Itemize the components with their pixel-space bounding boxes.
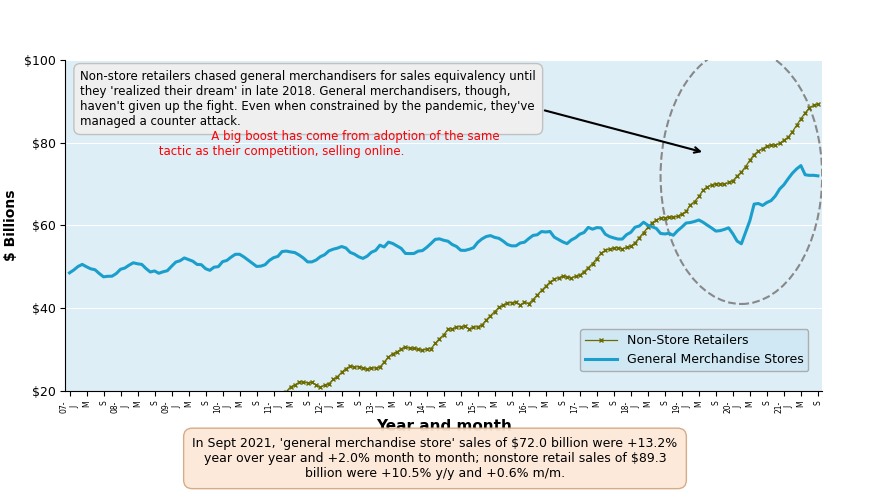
General Merchandise Stores: [612, 236, 622, 242]
Non-Store Retailers: [281, 389, 291, 395]
Non-Store Retailers: [69, 424, 79, 430]
General Merchandise Stores: [306, 259, 316, 265]
Text: Non-store retailers chased general merchandisers for sales equivalency until
the: Non-store retailers chased general merch…: [80, 70, 535, 128]
Non-Store Retailers: [64, 423, 75, 429]
General Merchandise Stores: [527, 232, 538, 238]
Non-Store Retailers: [510, 300, 521, 306]
Y-axis label: $ Billions: $ Billions: [4, 190, 18, 261]
General Merchandise Stores: [64, 270, 75, 276]
Non-Store Retailers: [306, 379, 316, 385]
General Merchandise Stores: [795, 163, 806, 169]
General Merchandise Stores: [98, 274, 109, 280]
Non-Store Retailers: [812, 101, 822, 107]
Line: General Merchandise Stores: General Merchandise Stores: [70, 166, 817, 277]
Non-Store Retailers: [527, 297, 538, 303]
Line: Non-Store Retailers: Non-Store Retailers: [67, 102, 819, 429]
Text: In Sept 2021, 'general merchandise store' sales of $72.0 billion were +13.2%
yea: In Sept 2021, 'general merchandise store…: [192, 437, 677, 480]
Text: A big boost has come from adoption of the same
                     tactic as th: A big boost has come from adoption of th…: [80, 70, 500, 158]
Legend: Non-Store Retailers, General Merchandise Stores: Non-Store Retailers, General Merchandise…: [580, 329, 807, 371]
Non-Store Retailers: [706, 182, 716, 188]
X-axis label: Year and month: Year and month: [375, 418, 511, 433]
General Merchandise Stores: [281, 248, 291, 254]
General Merchandise Stores: [706, 225, 716, 231]
General Merchandise Stores: [510, 243, 521, 249]
Non-Store Retailers: [612, 244, 622, 250]
General Merchandise Stores: [812, 173, 822, 179]
